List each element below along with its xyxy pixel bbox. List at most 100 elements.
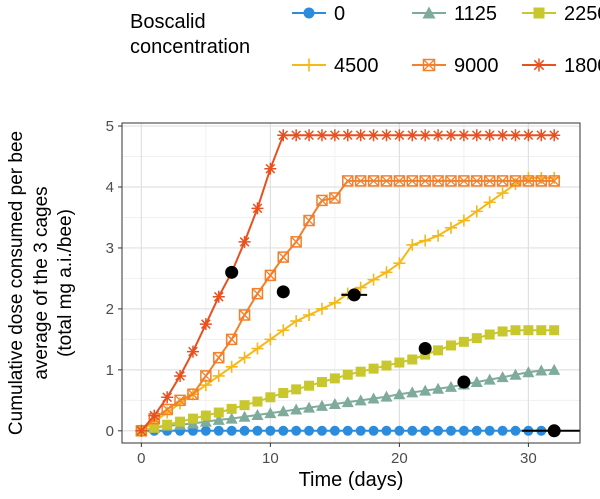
- legend-items: 0 1125 2250 4500 9000 18000: [292, 3, 600, 77]
- data-point: [354, 394, 367, 406]
- legend-item-0: 0: [292, 3, 345, 25]
- data-point: [535, 175, 548, 187]
- data-point: [277, 129, 290, 142]
- data-point: [406, 386, 419, 398]
- data-point: [200, 410, 211, 421]
- data-point: [484, 425, 495, 436]
- data-point: [483, 196, 496, 209]
- data-point: [252, 396, 263, 407]
- data-point: [251, 202, 264, 215]
- data-point: [174, 369, 187, 382]
- x-tick-label: 10: [262, 450, 279, 467]
- x-tick-label: 30: [520, 450, 537, 467]
- data-point: [368, 363, 379, 374]
- data-point: [264, 333, 277, 346]
- data-point: [212, 413, 225, 425]
- y-axis-label: Cumulative dose consumed per bee average…: [6, 131, 76, 435]
- data-point: [444, 221, 457, 234]
- y-axis: 0 1 2 3 4 5: [106, 118, 122, 440]
- data-point: [316, 194, 328, 207]
- y-axis-label-line-2: average of the 3 cages: [31, 186, 52, 379]
- data-point: [354, 129, 367, 142]
- legend-label: 1125: [454, 3, 497, 25]
- y-axis-label-line-3: (total mg a.i./bee): [55, 209, 76, 357]
- data-point: [535, 364, 548, 376]
- x-tick-label: 20: [391, 450, 408, 467]
- data-point: [354, 281, 367, 294]
- data-point: [509, 175, 522, 187]
- legend-key-marker: [302, 58, 316, 72]
- data-point: [174, 394, 186, 407]
- data-point: [419, 129, 432, 142]
- data-point: [483, 129, 496, 142]
- data-point: [303, 309, 316, 321]
- data-point: [328, 296, 341, 309]
- data-point: [162, 419, 173, 430]
- legend-key-marker: [422, 6, 436, 19]
- legend-item-18000: 18000: [522, 55, 600, 77]
- data-point: [393, 388, 406, 400]
- data-point: [457, 129, 470, 142]
- data-point: [458, 425, 469, 436]
- data-point: [328, 397, 341, 409]
- data-point: [239, 425, 250, 436]
- data-point: [212, 369, 225, 382]
- data-point: [406, 175, 419, 187]
- legend-label: 2250: [564, 3, 600, 25]
- data-point: [432, 129, 445, 142]
- highlight-dot: [547, 424, 561, 438]
- data-point: [445, 425, 456, 436]
- y-tick-label: 1: [106, 362, 114, 379]
- data-point: [393, 129, 406, 142]
- highlight-dot: [225, 265, 239, 279]
- highlight-point-4500: [341, 288, 368, 302]
- x-axis-label: Time (days): [299, 469, 404, 491]
- data-point: [277, 251, 290, 263]
- data-point: [316, 377, 327, 388]
- data-point: [238, 309, 251, 321]
- data-point: [432, 175, 444, 187]
- data-point: [290, 236, 302, 248]
- gridlines: [122, 123, 580, 443]
- data-point: [328, 129, 341, 142]
- data-point: [342, 369, 353, 380]
- data-point: [458, 336, 469, 347]
- y-tick-label: 4: [106, 179, 114, 196]
- data-point: [444, 129, 457, 142]
- data-point: [200, 370, 212, 382]
- data-point: [368, 425, 379, 436]
- data-point: [444, 380, 457, 392]
- data-point: [510, 425, 521, 436]
- highlight-point-9000: [276, 285, 290, 299]
- legend-key-marker: [532, 58, 546, 72]
- data-point: [278, 388, 289, 399]
- data-point: [536, 325, 547, 336]
- data-point: [407, 354, 418, 365]
- data-point: [341, 129, 354, 142]
- data-point: [471, 333, 482, 344]
- data-point: [329, 373, 340, 384]
- data-point: [548, 129, 561, 142]
- legend-label: 9000: [454, 55, 499, 77]
- series-9000: [135, 175, 560, 437]
- data-point: [393, 175, 406, 187]
- data-point: [548, 175, 560, 187]
- data-point: [161, 403, 173, 416]
- data-point: [200, 425, 211, 436]
- x-axis: 0 10 20 30: [137, 443, 537, 467]
- data-point: [483, 373, 496, 385]
- data-point: [265, 425, 276, 436]
- data-point: [496, 187, 509, 200]
- legend-key-marker: [533, 7, 545, 19]
- data-point: [265, 392, 276, 403]
- y-tick-label: 3: [106, 240, 114, 257]
- legend: Boscalid concentration 0 1125 2250 4500 9000…: [130, 3, 600, 77]
- data-point: [458, 175, 470, 187]
- data-point: [225, 333, 238, 346]
- data-point: [496, 175, 509, 187]
- data-point: [341, 396, 354, 408]
- highlight-dot: [276, 285, 290, 299]
- data-point: [225, 412, 238, 424]
- data-point: [238, 235, 251, 248]
